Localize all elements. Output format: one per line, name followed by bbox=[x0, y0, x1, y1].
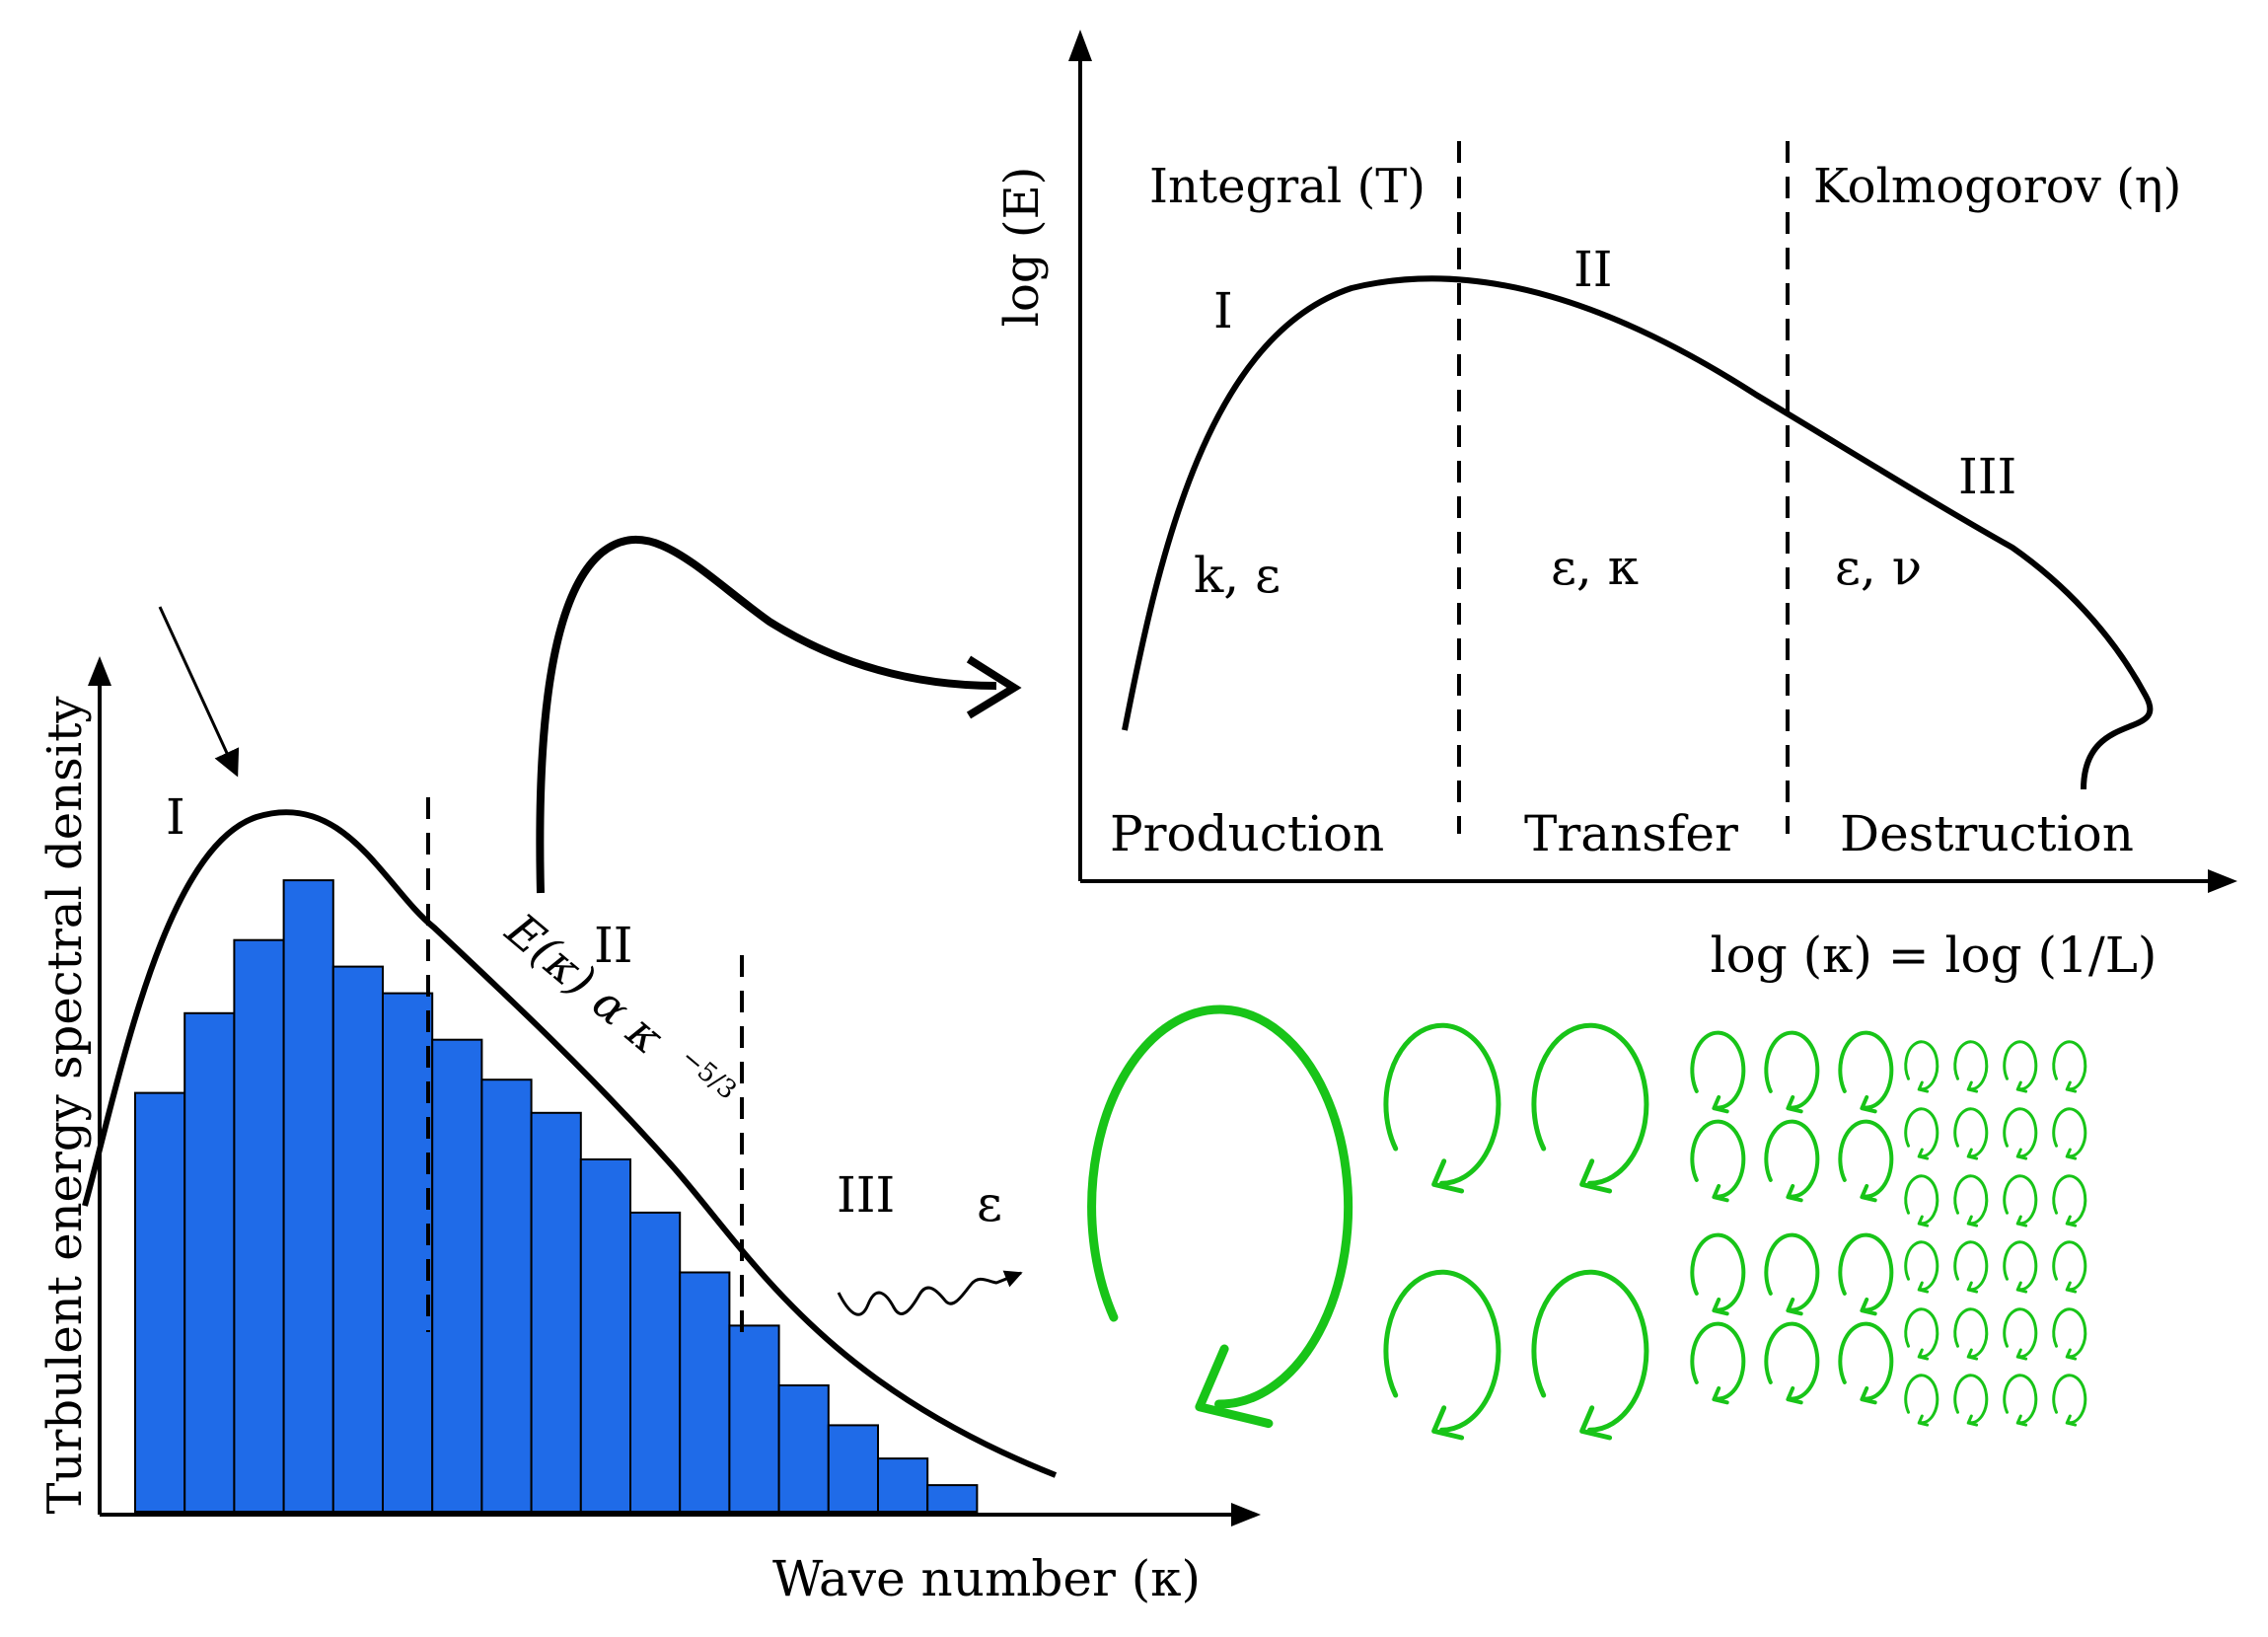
kolmogorov-scale-label: Kolmogorov (η) bbox=[1813, 159, 2181, 214]
tiny-eddy bbox=[1904, 1107, 1939, 1160]
left-region-III: III bbox=[837, 1166, 895, 1224]
tiny-eddy bbox=[2052, 1307, 2087, 1361]
medium-eddy bbox=[1383, 1022, 1501, 1194]
phase-production: Production bbox=[1110, 805, 1384, 862]
left-region-I: I bbox=[166, 788, 185, 846]
tiny-eddy bbox=[2052, 1040, 2087, 1093]
epsilon-label: ε bbox=[977, 1175, 1002, 1232]
dissipation-squiggle bbox=[837, 1270, 1023, 1316]
small-eddy bbox=[1764, 1321, 1820, 1405]
law-exponent: −5/3 bbox=[675, 1043, 742, 1106]
tiny-eddy bbox=[1904, 1240, 1939, 1294]
spectrum-bar bbox=[679, 1271, 731, 1513]
spectrum-bar bbox=[827, 1424, 879, 1514]
spectrum-bar bbox=[431, 1038, 483, 1513]
small-eddy bbox=[1690, 1232, 1746, 1316]
tiny-eddy bbox=[1904, 1307, 1939, 1361]
tiny-eddy bbox=[1904, 1040, 1939, 1093]
tiny-eddy bbox=[1953, 1307, 1989, 1361]
spectrum-bar bbox=[777, 1384, 830, 1513]
tiny-eddy bbox=[2052, 1174, 2087, 1228]
connector-arrowhead bbox=[966, 655, 1022, 719]
right-region-II: II bbox=[1573, 241, 1613, 298]
small-eddy bbox=[1764, 1030, 1820, 1114]
spectrum-bar bbox=[926, 1484, 979, 1513]
left-spectrum-curve bbox=[82, 809, 1058, 1478]
spectrum-bars bbox=[134, 879, 979, 1514]
spectrum-bar bbox=[233, 938, 285, 1513]
spectrum-bar bbox=[480, 1079, 533, 1513]
tiny-eddy bbox=[2052, 1240, 2087, 1294]
phase-destruction: Destruction bbox=[1840, 805, 2134, 862]
tiny-eddy bbox=[1953, 1240, 1989, 1294]
left-region-II: II bbox=[594, 917, 633, 974]
small-eddy bbox=[1690, 1321, 1746, 1405]
right-y-axis-label: log (E) bbox=[994, 167, 1050, 328]
left-x-axis-label: Wave number (κ) bbox=[772, 1550, 1201, 1607]
small-eddy bbox=[1764, 1232, 1820, 1316]
spectrum-bar bbox=[382, 992, 434, 1513]
integral-scale-label: Integral (T) bbox=[1149, 159, 1426, 214]
spectrum-bar bbox=[629, 1211, 682, 1514]
spectrum-bar bbox=[282, 879, 334, 1513]
tiny-eddy bbox=[1953, 1040, 1989, 1093]
small-eddy bbox=[1838, 1119, 1894, 1203]
tiny-eddy bbox=[1953, 1107, 1989, 1160]
eddy-cascade bbox=[1087, 1005, 2087, 1441]
right-region-III: III bbox=[1958, 448, 2016, 505]
tiny-eddy bbox=[2003, 1240, 2038, 1294]
tiny-eddy bbox=[2052, 1374, 2087, 1427]
tiny-eddy bbox=[2003, 1040, 2038, 1093]
tiny-eddy bbox=[1904, 1374, 1939, 1427]
right-spectrum-curve bbox=[1122, 275, 2154, 790]
spectrum-bar bbox=[134, 1091, 186, 1513]
spectrum-bar bbox=[183, 1011, 236, 1514]
left-y-axis-label: Turbulent energy spectral density bbox=[37, 696, 93, 1514]
connector-arrow bbox=[536, 536, 997, 894]
small-eddy bbox=[1838, 1030, 1894, 1114]
law-label: E(κ) α κ bbox=[495, 902, 674, 1064]
spectrum-bar bbox=[877, 1457, 929, 1513]
energy-input-arrow bbox=[158, 606, 240, 778]
right-x-axis-label: log (κ) = log (1/L) bbox=[1711, 927, 2158, 984]
small-eddy bbox=[1838, 1321, 1894, 1405]
small-eddy bbox=[1764, 1119, 1820, 1203]
production-params: k, ε bbox=[1194, 547, 1280, 604]
medium-eddy bbox=[1531, 1269, 1649, 1441]
spectrum-bar bbox=[728, 1324, 780, 1514]
tiny-eddy bbox=[2003, 1374, 2038, 1427]
tiny-eddy bbox=[1953, 1174, 1989, 1228]
spectrum-bar bbox=[530, 1111, 582, 1514]
tiny-eddy bbox=[1953, 1374, 1989, 1427]
large-eddy bbox=[1087, 1005, 1353, 1429]
right-region-I: I bbox=[1213, 282, 1233, 339]
transfer-params: ε, κ bbox=[1551, 539, 1639, 596]
tiny-eddy bbox=[2003, 1307, 2038, 1361]
right-axes bbox=[1068, 30, 2237, 893]
tiny-eddy bbox=[2052, 1107, 2087, 1160]
tiny-eddy bbox=[1904, 1174, 1939, 1228]
spectrum-bar bbox=[579, 1158, 631, 1513]
small-eddy bbox=[1690, 1030, 1746, 1114]
left-axes bbox=[88, 656, 1261, 1526]
destruction-params: ε, ν bbox=[1835, 539, 1922, 596]
medium-eddy bbox=[1383, 1269, 1501, 1441]
small-eddy bbox=[1690, 1119, 1746, 1203]
phase-transfer: Transfer bbox=[1524, 805, 1738, 862]
tiny-eddy bbox=[2003, 1174, 2038, 1228]
spectrum-bar bbox=[331, 965, 384, 1513]
medium-eddy bbox=[1531, 1022, 1649, 1194]
small-eddy bbox=[1838, 1232, 1894, 1316]
tiny-eddy bbox=[2003, 1107, 2038, 1160]
